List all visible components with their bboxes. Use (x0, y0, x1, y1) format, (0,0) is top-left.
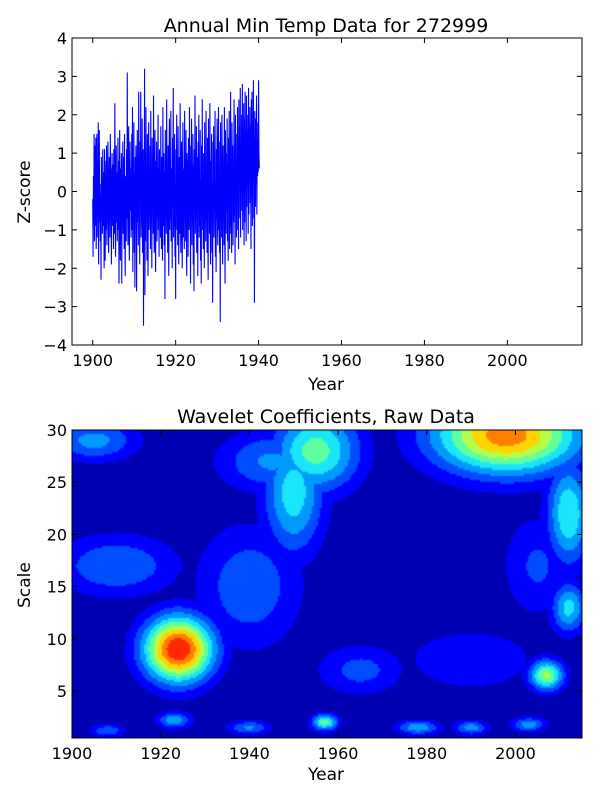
line-x-label: Year (307, 375, 344, 395)
x-tick-label: 1980 (406, 744, 447, 763)
y-tick-label: 20 (47, 525, 67, 544)
y-tick-label: 15 (47, 578, 67, 597)
x-tick-label: 1960 (318, 744, 359, 763)
y-tick-label: 25 (47, 473, 67, 492)
series-line-z-score (92, 68, 260, 326)
line-series-group (92, 68, 260, 326)
wavelet-frame (71, 429, 583, 739)
y-tick-label: −2 (43, 259, 67, 278)
x-tick-label: 2000 (487, 351, 528, 370)
wavelet-y-label: Scale (15, 562, 35, 608)
wavelet-x-label: Year (307, 765, 344, 785)
y-tick-label: 2 (57, 106, 67, 125)
y-tick-label: −1 (43, 221, 67, 240)
x-tick-label: 1920 (140, 744, 181, 763)
x-tick-label: 1940 (229, 744, 270, 763)
y-tick-label: 4 (57, 29, 67, 48)
y-tick-label: 0 (57, 183, 67, 202)
line-x-ticks: 1900 1920 1940 1960 1980 2000 (72, 38, 528, 370)
y-tick-label: 3 (57, 67, 67, 86)
wavelet-contour-image (72, 430, 582, 738)
x-tick-label: 1980 (404, 351, 445, 370)
line-y-label: Z-score (15, 160, 35, 223)
y-tick-label: 10 (47, 630, 67, 649)
wavelet-x-ticks: 1900 1920 1940 1960 1980 2000 (52, 430, 536, 763)
y-tick-label: 1 (57, 144, 67, 163)
line-chart: Annual Min Temp Data for 272999 1900 1920… (15, 15, 583, 395)
x-tick-label: 2000 (495, 744, 536, 763)
x-tick-label: 1960 (321, 351, 362, 370)
wavelet-title: Wavelet Coefficients, Raw Data (177, 406, 475, 428)
y-tick-label: −3 (43, 298, 67, 317)
x-tick-label: 1940 (238, 351, 279, 370)
line-chart-title: Annual Min Temp Data for 272999 (164, 15, 489, 37)
y-tick-label: 5 (57, 682, 67, 701)
line-y-ticks: −4 −3 −2 −1 0 1 2 3 4 (43, 29, 582, 355)
wavelet-y-ticks: 5 10 15 20 25 30 (47, 421, 582, 701)
x-tick-label: 1900 (52, 744, 93, 763)
x-tick-label: 1920 (155, 351, 196, 370)
x-tick-label: 1900 (72, 351, 113, 370)
y-tick-label: 30 (47, 421, 67, 440)
y-tick-label: −4 (43, 336, 67, 355)
wavelet-heatmap: Wavelet Coefficients, Raw Data 1900 1920 1… (15, 406, 583, 785)
